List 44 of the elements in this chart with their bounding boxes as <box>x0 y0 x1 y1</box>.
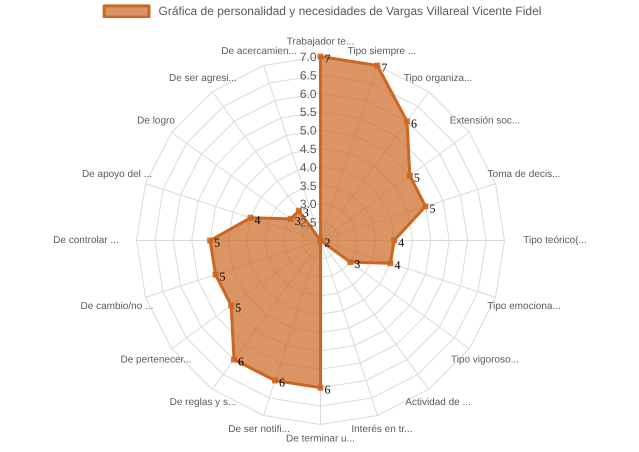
text: 5 <box>429 201 436 216</box>
text: 5 <box>214 236 220 250</box>
y-tick-label: 5.5 <box>300 105 317 120</box>
spoke-label: Trabajador te... <box>286 36 354 48</box>
spoke-label: De controlar ... <box>53 235 119 246</box>
spoke-label: Actividad de ... <box>405 396 471 408</box>
text: 3 <box>294 214 301 228</box>
y-tick-label: 3.5 <box>300 178 317 193</box>
text: 7 <box>381 60 388 75</box>
spoke-label: De ser agresi... <box>169 73 237 84</box>
spoke-label: De logro <box>137 116 176 127</box>
text: 6 <box>324 382 330 397</box>
spoke-label: De acercamien... <box>221 46 297 58</box>
text: 2 <box>324 236 330 250</box>
y-tick-label: 4.0 <box>300 160 317 174</box>
spoke-label: Extensión soc... <box>450 116 520 127</box>
spoke-label: Tipo teórico(... <box>523 235 587 246</box>
spoke-label: De reglas y s... <box>170 396 236 408</box>
y-tick-label: 4.5 <box>300 142 317 156</box>
text: 6 <box>411 116 418 130</box>
text: 7 <box>324 52 330 66</box>
spoke-label: De terminar u... <box>286 433 355 444</box>
spoke-label: De ser notifi... <box>228 424 290 435</box>
legend-label: Gráfica de personalidad y necesidades de Vargas Villareal Vicente Fidel <box>158 4 542 18</box>
spoke-label: Interés en tr... <box>351 424 412 435</box>
text: 4 <box>398 236 404 250</box>
spoke-label: Tipo vigoroso... <box>450 354 519 366</box>
y-tick-label: 6.0 <box>300 86 317 101</box>
spoke-label: Tipo siempre ... <box>348 46 416 58</box>
y-tick-label: 6.5 <box>300 68 317 82</box>
text: 5 <box>414 170 420 185</box>
spoke-label: Tipo organiza... <box>404 73 472 84</box>
spoke-label: De cambio/no ... <box>80 301 154 312</box>
text: 4 <box>394 258 400 272</box>
text: 4 <box>254 212 260 227</box>
spoke-label: De apoyo del ... <box>82 168 152 180</box>
text: 6 <box>238 354 244 369</box>
spoke-label: Tipo emociona... <box>487 301 561 312</box>
y-tick-label: 7.0 <box>300 50 317 64</box>
text: 5 <box>220 270 226 284</box>
y-tick-label: 5.0 <box>300 124 317 138</box>
spoke-label: De pertenecer... <box>120 354 192 366</box>
spoke-label: Toma de decis... <box>488 168 560 180</box>
text: 5 <box>235 300 242 314</box>
